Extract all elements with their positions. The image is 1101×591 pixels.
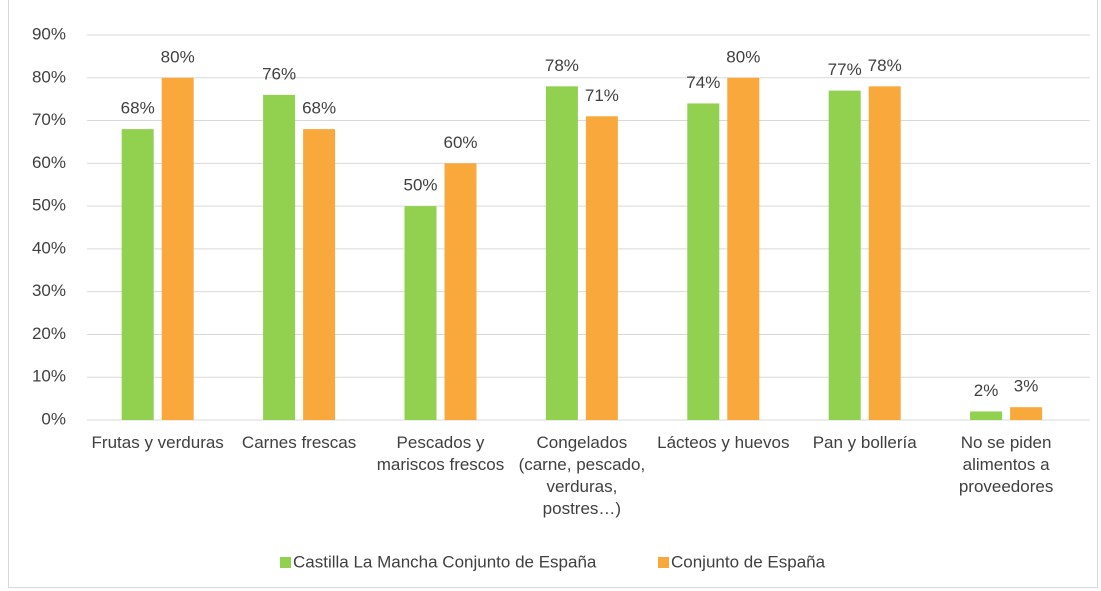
y-tick-label: 20%	[32, 324, 66, 343]
data-label: 80%	[726, 47, 760, 66]
data-label: 77%	[828, 60, 862, 79]
bar	[404, 206, 437, 420]
y-tick-label: 10%	[32, 367, 66, 386]
x-tick-label: No se piden alimentos a proveedores	[958, 433, 1054, 496]
x-tick-label: Congelados (carne, pescado, verduras, po…	[518, 433, 646, 518]
bar	[868, 86, 901, 420]
bar	[970, 411, 1003, 420]
bar	[687, 103, 720, 420]
data-label: 60%	[443, 133, 477, 152]
data-label: 71%	[585, 86, 619, 105]
legend-label: Conjunto de España	[671, 552, 826, 571]
bar	[263, 94, 296, 420]
bar	[444, 163, 477, 421]
bar	[585, 116, 618, 421]
y-tick-label: 60%	[32, 153, 66, 172]
y-tick-label: 0%	[41, 409, 66, 428]
data-label: 80%	[161, 47, 195, 66]
y-tick-label: 40%	[32, 238, 66, 257]
data-label: 74%	[686, 73, 720, 92]
data-label: 76%	[262, 64, 296, 83]
legend-label: Castilla La Mancha Conjunto de España	[293, 552, 597, 571]
x-tick-label: Pan y bollería	[812, 433, 917, 452]
data-label: 2%	[974, 381, 999, 400]
x-tick-label: Frutas y verduras	[91, 433, 224, 452]
y-tick-label: 80%	[32, 67, 66, 86]
x-tick-label: Pescados y mariscos frescos	[376, 433, 505, 474]
legend-swatch	[658, 557, 669, 568]
x-tick-label: Lácteos y huevos	[657, 433, 790, 452]
y-tick-label: 70%	[32, 110, 66, 129]
bar	[303, 129, 336, 420]
x-tick-label: Carnes frescas	[241, 433, 357, 452]
legend-swatch	[280, 557, 291, 568]
chart-border	[8, 0, 1098, 588]
data-label: 68%	[121, 99, 155, 118]
bar	[727, 77, 760, 421]
bar	[1010, 407, 1043, 420]
data-label: 3%	[1014, 377, 1039, 396]
bar	[545, 86, 578, 420]
data-label: 50%	[403, 176, 437, 195]
y-tick-label: 90%	[32, 24, 66, 43]
bar	[121, 129, 154, 420]
data-label: 78%	[545, 56, 579, 75]
data-label: 78%	[868, 56, 902, 75]
bar	[161, 77, 194, 421]
y-tick-label: 30%	[32, 281, 66, 300]
data-label: 68%	[302, 99, 336, 118]
y-tick-label: 50%	[32, 196, 66, 215]
bar	[828, 90, 861, 420]
